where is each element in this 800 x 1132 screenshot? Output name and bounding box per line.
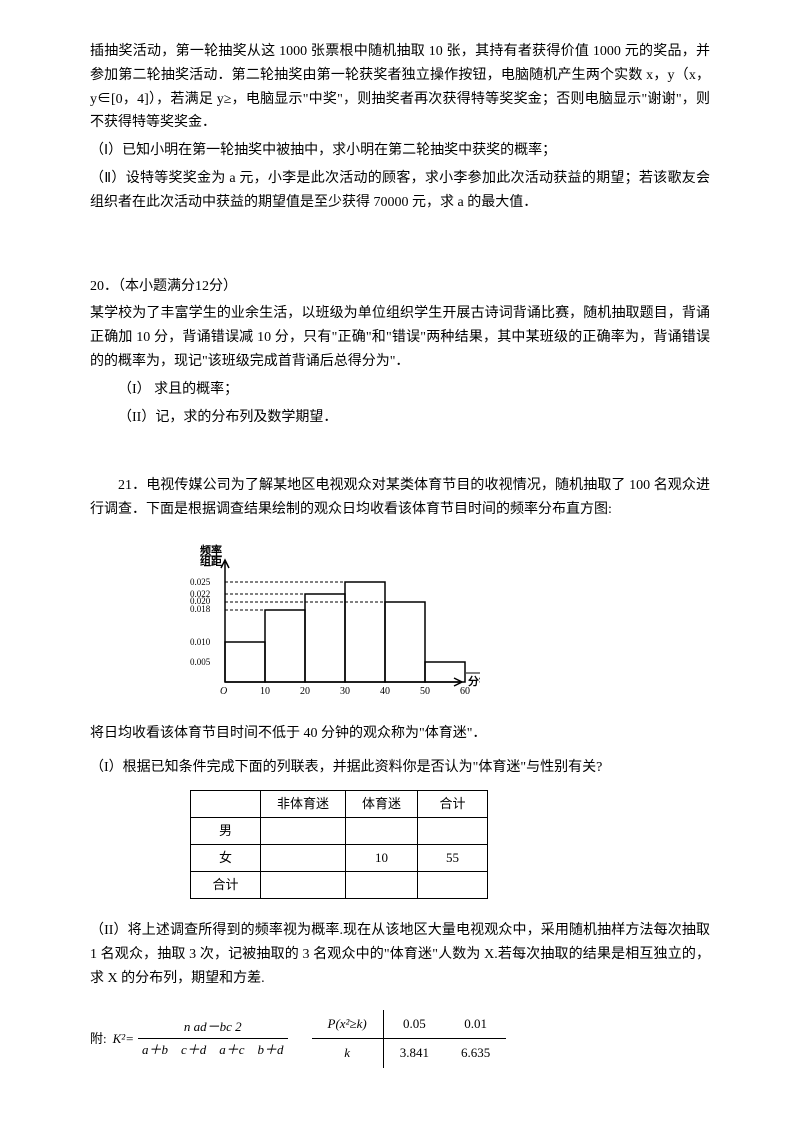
table-cell: 合计 — [418, 790, 488, 817]
formula-prefix: 附: — [90, 1028, 107, 1050]
chi-square-table: P(x²≥k) 0.05 0.01 k 3.841 6.635 — [312, 1010, 507, 1067]
svg-text:0.018: 0.018 — [190, 604, 211, 614]
table-cell — [261, 817, 346, 844]
table-cell: 非体育迷 — [261, 790, 346, 817]
table-cell — [261, 871, 346, 898]
chi-row-v2: 6.635 — [445, 1039, 506, 1068]
q21-p4: （II）将上述调查所得到的频率视为概率.现在从该地区大量电视观众中，采用随机抽样… — [90, 919, 710, 990]
table-cell — [261, 844, 346, 871]
table-cell — [346, 817, 418, 844]
svg-text:20: 20 — [300, 686, 310, 697]
q21-p2: 将日均收看该体育节目时间不低于 40 分钟的观众称为"体育迷"． — [90, 722, 710, 746]
svg-text:O: O — [220, 686, 227, 697]
question-21: 21．电视传媒公司为了解某地区电视观众对某类体育节目的收视情况，随机抽取了 10… — [90, 474, 710, 1067]
table-row: 女 10 55 — [191, 844, 488, 871]
svg-text:0.025: 0.025 — [190, 577, 211, 587]
formula-numerator: n ad－bc 2 — [138, 1016, 288, 1039]
table-row: 男 — [191, 817, 488, 844]
chi-header-left: P(x²≥k) — [312, 1010, 384, 1039]
table-row: 非体育迷 体育迷 合计 — [191, 790, 488, 817]
table-row: P(x²≥k) 0.05 0.01 — [312, 1010, 507, 1039]
svg-text:10: 10 — [260, 686, 270, 697]
table-cell: 男 — [191, 817, 261, 844]
table-cell: 合计 — [191, 871, 261, 898]
table-cell — [191, 790, 261, 817]
svg-text:频率: 频率 — [200, 543, 222, 557]
formula-denominator: a＋b c＋d a＋c b＋d — [138, 1039, 288, 1061]
q20-item-2: （II）记，求的分布列及数学期望． — [90, 406, 710, 430]
table-cell — [418, 871, 488, 898]
q21-p3: （I）根据已知条件完成下面的列联表，并据此资料你是否认为"体育迷"与性别有关? — [90, 756, 710, 780]
q19-paragraph-1: 插抽奖活动，第一轮抽奖从这 1000 张票根中随机抽取 10 张，其持有者获得价… — [90, 40, 710, 135]
q20-item-1: （I） 求且的概率； — [90, 378, 710, 402]
contingency-table: 非体育迷 体育迷 合计 男 女 10 55 合计 — [190, 790, 488, 899]
table-cell: 女 — [191, 844, 261, 871]
q19-item-1: （Ⅰ）已知小明在第一轮抽奖中被抽中，求小明在第二轮抽奖中获奖的概率； — [90, 139, 710, 163]
svg-text:分钟: 分钟 — [468, 674, 480, 688]
q20-paragraph-1: 某学校为了丰富学生的业余生活，以班级为单位组织学生开展古诗词背诵比赛，随机抽取题… — [90, 302, 710, 373]
table-row: k 3.841 6.635 — [312, 1039, 507, 1068]
table-cell — [418, 817, 488, 844]
chi-row-v1: 3.841 — [383, 1039, 445, 1068]
table-cell: 55 — [418, 844, 488, 871]
svg-text:0.010: 0.010 — [190, 637, 211, 647]
histogram-chart: 频率 组距 0.025 0.022 0.020 0.018 0.010 0.00… — [170, 542, 710, 702]
table-cell — [346, 871, 418, 898]
q19-item-2: （Ⅱ）设特等奖奖金为 a 元，小李是此次活动的顾客，求小李参加此次活动获益的期望… — [90, 167, 710, 215]
svg-text:30: 30 — [340, 686, 350, 697]
table-cell: 体育迷 — [346, 790, 418, 817]
svg-text:0.005: 0.005 — [190, 657, 211, 667]
q21-intro: 21．电视传媒公司为了解某地区电视观众对某类体育节目的收视情况，随机抽取了 10… — [90, 474, 710, 522]
q20-title: 20．（本小题满分12分） — [90, 275, 710, 299]
formula-row: 附: K²= n ad－bc 2 a＋b c＋d a＋c b＋d P(x²≥k)… — [90, 1010, 710, 1067]
svg-text:40: 40 — [380, 686, 390, 697]
formula-k-label: K²= — [113, 1028, 134, 1050]
question-20: 20．（本小题满分12分） 某学校为了丰富学生的业余生活，以班级为单位组织学生开… — [90, 275, 710, 430]
table-cell: 10 — [346, 844, 418, 871]
formula-fraction: n ad－bc 2 a＋b c＋d a＋c b＋d — [138, 1016, 288, 1061]
svg-text:50: 50 — [420, 686, 430, 697]
chi-header-v1: 0.05 — [383, 1010, 445, 1039]
table-row: 合计 — [191, 871, 488, 898]
question-19-body: 插抽奖活动，第一轮抽奖从这 1000 张票根中随机抽取 10 张，其持有者获得价… — [90, 40, 710, 215]
chi-header-v2: 0.01 — [445, 1010, 506, 1039]
chi-row-left: k — [312, 1039, 384, 1068]
